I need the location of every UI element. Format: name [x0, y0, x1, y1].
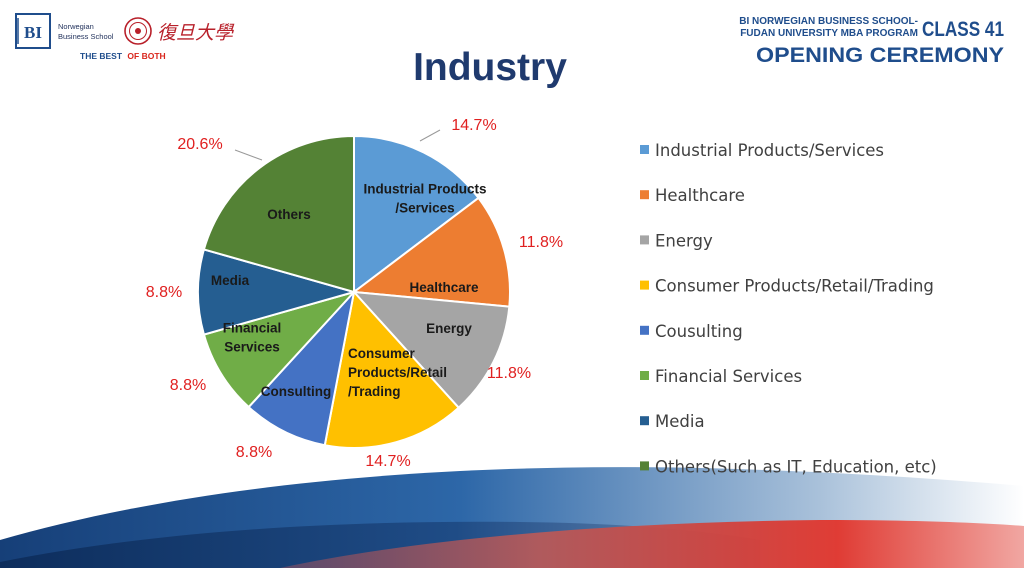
slice-label-6: Services [224, 340, 280, 355]
pie-slice-1 [353, 134, 480, 295]
slice-label-4: Products/Retail [348, 365, 447, 380]
slice-label-4: /Trading [348, 384, 401, 399]
slice-label-1: Industrial Products [363, 182, 486, 197]
tagline: THE BEST OF BOTH [80, 51, 166, 61]
pie-slice-6 [202, 290, 358, 409]
pie-slice-5 [247, 288, 356, 447]
legend-swatch-1 [640, 145, 649, 154]
bi-name-line2: Business School [58, 32, 114, 41]
pct-label-8: 20.6% [177, 136, 222, 153]
slice-label-8: Others [267, 207, 311, 222]
pie-slice-3 [351, 290, 511, 410]
legend-label-6: Financial Services [655, 367, 802, 386]
pct-label-5: 8.8% [236, 444, 272, 461]
industry-pie-chart: Industrial Products/Services Healthcare En… [146, 117, 563, 470]
slice-label-6: Financial [223, 321, 282, 336]
slice-label-7: Media [211, 273, 250, 288]
legend-label-1: Industrial Products/Services [655, 141, 884, 160]
legend-swatch-4 [640, 280, 649, 290]
chart-legend: Industrial Products/Services Healthcare En… [640, 141, 937, 476]
program-line1: BI NORWEGIAN BUSINESS SCHOOL- [739, 16, 918, 27]
legend-swatch-8 [640, 461, 649, 471]
pie-slice-7 [197, 248, 358, 336]
decorative-waves [0, 467, 1024, 568]
slice-label-5: Consulting [261, 384, 332, 399]
pie-slice-2 [351, 196, 511, 308]
slice-label-4: Consumer [348, 346, 416, 361]
legend-swatch-2 [640, 190, 649, 200]
pct-label-3: 11.8% [487, 365, 531, 382]
legend-label-4: Consumer Products/Retail/Trading [655, 277, 934, 296]
pct-label-2: 11.8% [519, 234, 563, 251]
pct-label-1: 14.7% [451, 117, 496, 134]
class-label: CLASS 41 [922, 18, 1004, 41]
slice-label-2: Healthcare [409, 280, 479, 295]
leader-line-1 [419, 129, 441, 142]
legend-swatch-7 [640, 416, 649, 426]
bi-name-line1: Norwegian [58, 22, 94, 31]
slice-label-1: /Services [395, 201, 454, 216]
fudan-logo: 復旦大學 [124, 17, 235, 45]
leader-line-8 [234, 149, 263, 161]
pct-label-4: 14.7% [365, 453, 410, 470]
legend-swatch-5 [640, 325, 649, 335]
pct-label-6: 8.8% [170, 377, 206, 394]
legend-label-3: Energy [655, 231, 713, 250]
legend-swatch-3 [640, 235, 649, 245]
legend-swatch-6 [640, 371, 649, 380]
ceremony-label: OPENING CEREMONY [756, 44, 1004, 67]
red-wave [280, 520, 1024, 568]
fudan-seal-icon [124, 17, 152, 45]
program-line2: FUDAN UNIVERSITY MBA PROGRAM [740, 28, 918, 39]
program-header: BI NORWEGIAN BUSINESS SCHOOL- FUDAN UNIV… [739, 16, 1004, 67]
pie-slice-8 [202, 134, 355, 294]
fudan-chinese-name: 復旦大學 [157, 22, 235, 44]
legend-label-5: Cousulting [655, 322, 743, 341]
bi-badge-text: BI [24, 23, 42, 42]
legend-label-7: Media [655, 412, 705, 431]
legend-label-8: Others(Such as IT, Education, etc) [655, 457, 937, 476]
pie-slice-4 [323, 289, 461, 449]
pct-label-7: 8.8% [146, 284, 182, 301]
legend-label-2: Healthcare [655, 186, 745, 205]
bi-logo: BI Norwegian Business School [15, 13, 114, 49]
slide-title: Industry [413, 46, 567, 89]
slice-label-3: Energy [426, 321, 472, 336]
